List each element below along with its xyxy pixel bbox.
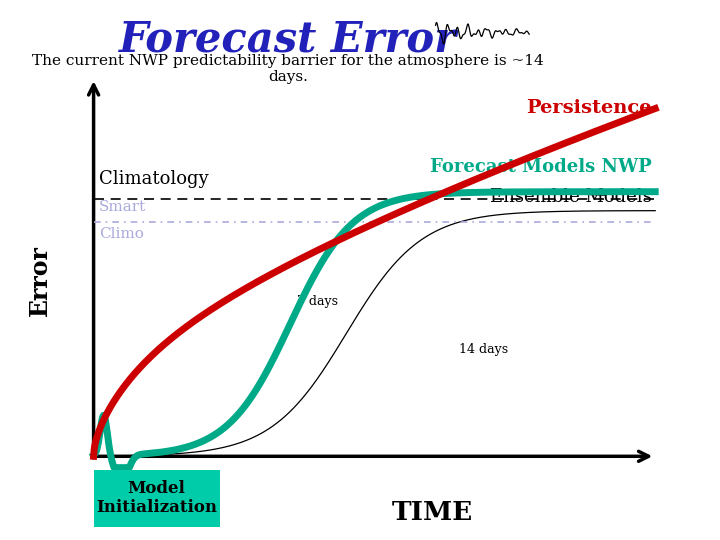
Text: The current NWP predictability barrier for the atmosphere is ~14
days.: The current NWP predictability barrier f… [32, 54, 544, 84]
Text: Persistence: Persistence [526, 99, 652, 117]
Text: Ensemble Models: Ensemble Models [490, 188, 652, 206]
Text: 14 days: 14 days [459, 343, 508, 356]
Text: 7 days: 7 days [297, 295, 338, 308]
Text: Smart: Smart [99, 200, 146, 214]
Text: TIME: TIME [392, 501, 472, 525]
Text: Error: Error [27, 245, 52, 316]
Text: Climatology: Climatology [99, 170, 209, 188]
Text: Model
Initialization: Model Initialization [96, 480, 217, 516]
Text: Forecast Error: Forecast Error [119, 19, 457, 61]
Text: Forecast Models NWP: Forecast Models NWP [430, 158, 652, 177]
Text: Climo: Climo [99, 227, 144, 241]
FancyBboxPatch shape [94, 470, 220, 526]
